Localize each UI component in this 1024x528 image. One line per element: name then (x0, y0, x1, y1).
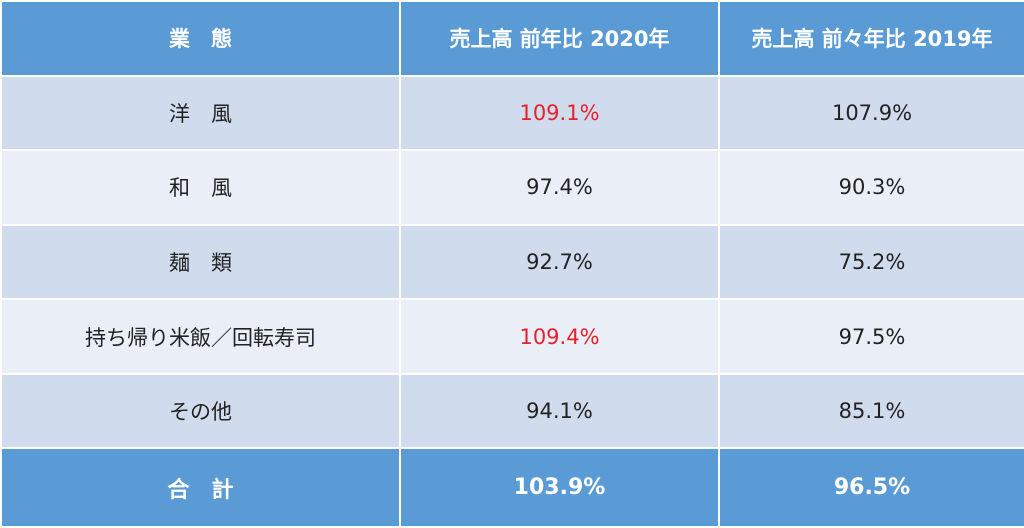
row-category: 和 風 (0, 149, 401, 226)
table-row: 麺 類 92.7% 75.2% (0, 223, 1024, 301)
table-header-row: 業 態 売上高 前年比 2020年 売上高 前々年比 2019年 (0, 0, 1024, 77)
table-row: 洋 風 109.1% 107.9% (0, 74, 1024, 152)
row-value-2020: 92.7% (399, 223, 720, 301)
table-total-row: 合 計 103.9% 96.5% (0, 447, 1024, 528)
row-value-2020: 97.4% (399, 149, 720, 226)
row-value-2020: 94.1% (399, 372, 720, 450)
header-category: 業 態 (0, 0, 401, 77)
row-value-2019: 107.9% (718, 74, 1024, 152)
table-row: その他 94.1% 85.1% (0, 372, 1024, 450)
header-2020: 売上高 前年比 2020年 (399, 0, 720, 77)
row-category: 持ち帰り米飯／回転寿司 (0, 298, 401, 375)
row-value-2020: 109.4% (399, 298, 720, 375)
total-value-2019: 96.5% (718, 447, 1024, 528)
row-value-2019: 90.3% (718, 149, 1024, 226)
row-category: 洋 風 (0, 74, 401, 152)
row-value-2019: 97.5% (718, 298, 1024, 375)
header-2019: 売上高 前々年比 2019年 (718, 0, 1024, 77)
total-value-2020: 103.9% (399, 447, 720, 528)
table-row: 持ち帰り米飯／回転寿司 109.4% 97.5% (0, 298, 1024, 375)
row-category: 麺 類 (0, 223, 401, 301)
table-row: 和 風 97.4% 90.3% (0, 149, 1024, 226)
row-value-2019: 85.1% (718, 372, 1024, 450)
row-value-2019: 75.2% (718, 223, 1024, 301)
total-category: 合 計 (0, 447, 401, 528)
row-value-2020: 109.1% (399, 74, 720, 152)
row-category: その他 (0, 372, 401, 450)
